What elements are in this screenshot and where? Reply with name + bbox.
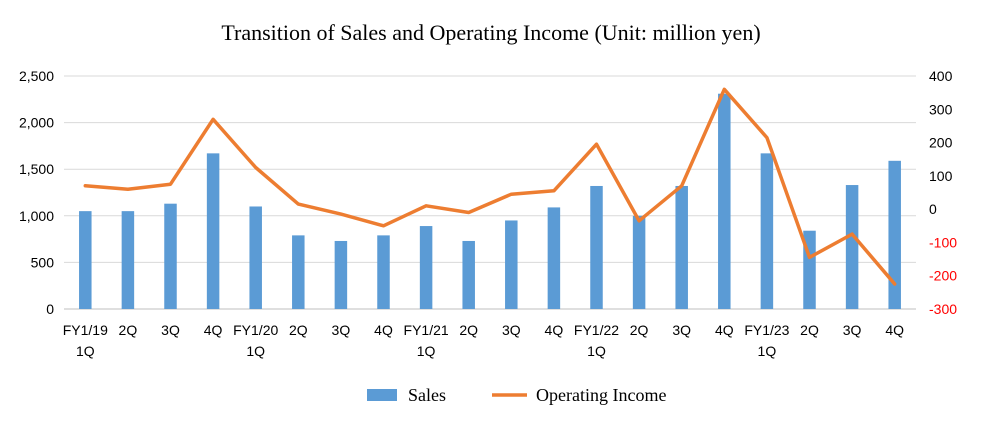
category-label: 2Q xyxy=(800,322,819,338)
left-tick-label: 500 xyxy=(31,254,55,270)
right-tick-label: -100 xyxy=(929,234,957,250)
category-label: FY1/23 xyxy=(744,322,789,338)
sales-bar xyxy=(249,206,262,309)
sales-bar xyxy=(632,215,646,309)
category-label: FY1/19 xyxy=(63,322,108,338)
operating-income-polyline xyxy=(83,87,897,286)
sales-bar xyxy=(377,235,390,309)
category-label: 1Q xyxy=(246,343,265,359)
operating-income-line xyxy=(83,87,897,286)
sales-bar xyxy=(675,185,688,309)
category-label: 4Q xyxy=(885,322,904,338)
sales-bar xyxy=(164,203,177,309)
sales-bar xyxy=(845,185,859,309)
sales-bar xyxy=(419,226,433,309)
category-label: 1Q xyxy=(587,343,606,359)
sales-bar xyxy=(888,160,901,309)
category-label: 2Q xyxy=(630,322,649,338)
left-tick-label: 0 xyxy=(46,301,54,317)
legend-sales-swatch xyxy=(367,389,397,401)
right-tick-label: -300 xyxy=(929,301,957,317)
category-label: 4Q xyxy=(545,322,564,338)
right-tick-label: 200 xyxy=(929,135,953,151)
left-tick-label: 1,000 xyxy=(19,208,54,224)
left-tick-label: 1,500 xyxy=(19,161,54,177)
category-label: 2Q xyxy=(289,322,308,338)
right-tick-label: 0 xyxy=(929,201,937,217)
right-tick-label: -200 xyxy=(929,268,957,284)
legend-operating-income-label: Operating Income xyxy=(536,385,666,405)
category-label: 1Q xyxy=(417,343,436,359)
left-tick-label: 2,000 xyxy=(19,115,54,131)
category-label: 3Q xyxy=(332,322,351,338)
category-label: 1Q xyxy=(758,343,777,359)
category-labels: FY1/19 1Q 2Q 3Q 4Q FY1/20 1Q 2Q 3Q 4Q FY1/21 1Q 2Q 3Q… xyxy=(63,322,904,359)
sales-bar xyxy=(718,93,731,309)
category-label: 4Q xyxy=(715,322,734,338)
sales-bar xyxy=(590,185,603,309)
sales-bar xyxy=(547,207,561,309)
sales-bar xyxy=(334,240,348,309)
category-label: FY1/21 xyxy=(404,322,449,338)
category-label: 1Q xyxy=(76,343,95,359)
sales-bars xyxy=(79,93,901,309)
sales-bar xyxy=(206,153,220,309)
sales-bar xyxy=(121,211,135,309)
category-label: FY1/22 xyxy=(574,322,619,338)
chart-title: Transition of Sales and Operating Income… xyxy=(221,20,760,45)
legend: Sales Operating Income xyxy=(367,385,666,405)
category-label: 3Q xyxy=(502,322,521,338)
sales-bar xyxy=(760,153,774,309)
category-label: 3Q xyxy=(843,322,862,338)
category-label: 3Q xyxy=(672,322,691,338)
right-tick-label: 300 xyxy=(929,101,953,117)
left-tick-label: 2,500 xyxy=(19,68,54,84)
right-tick-label: 400 xyxy=(929,68,953,84)
sales-bar xyxy=(505,220,518,309)
sales-bar xyxy=(79,211,92,309)
category-label: 4Q xyxy=(204,322,223,338)
category-label: 2Q xyxy=(119,322,138,338)
category-label: 3Q xyxy=(161,322,180,338)
legend-sales-label: Sales xyxy=(408,385,446,405)
left-axis-ticks: 0 500 1,000 1,500 2,000 2,500 xyxy=(19,68,54,317)
right-axis-ticks: 400 300 200 100 0 -100 -200 -300 xyxy=(929,68,957,317)
right-tick-label: 100 xyxy=(929,168,953,184)
sales-bar xyxy=(462,240,475,309)
category-label: FY1/20 xyxy=(233,322,278,338)
category-label: 2Q xyxy=(459,322,478,338)
gridlines xyxy=(64,75,916,310)
category-label: 4Q xyxy=(374,322,393,338)
sales-bar xyxy=(292,235,305,309)
